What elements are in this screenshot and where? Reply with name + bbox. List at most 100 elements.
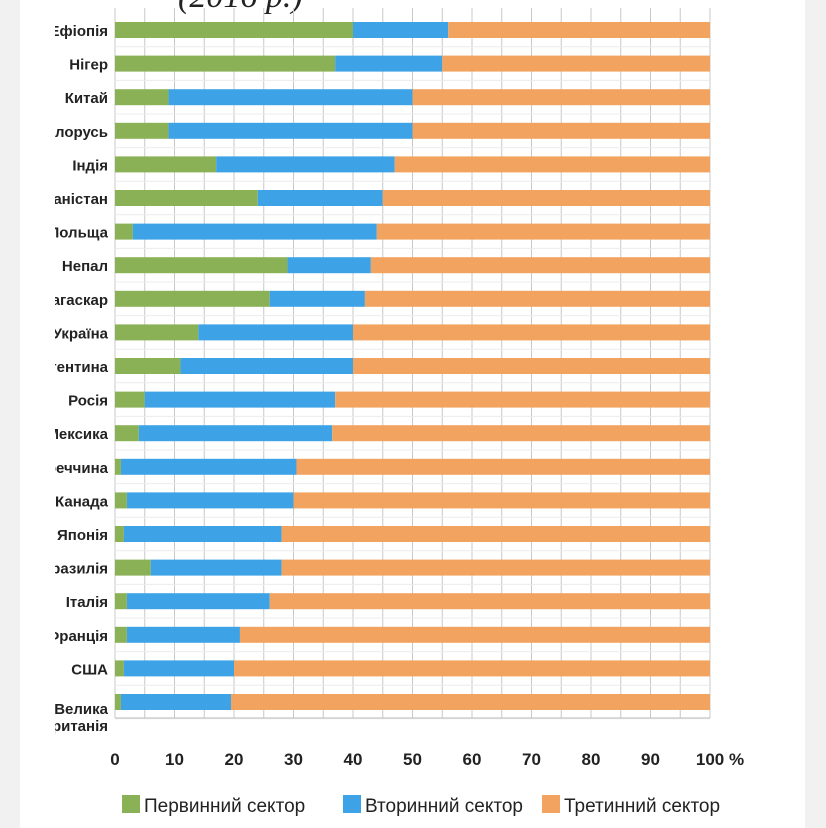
bar-segment-secondary <box>123 526 282 542</box>
bar-segment-tertiary <box>412 89 710 106</box>
category-label: Ефіопія <box>50 23 108 40</box>
bar-segment-primary <box>115 626 127 643</box>
bar-segment-tertiary <box>269 593 710 610</box>
bar-segment-secondary <box>287 257 371 274</box>
x-tick-label: 60 <box>463 750 482 769</box>
bar-segment-tertiary <box>353 324 710 341</box>
bar-segment-secondary <box>257 190 383 206</box>
x-tick-label: 10 <box>165 750 184 769</box>
category-label: Греччина <box>39 460 109 477</box>
stacked-bar-chart: Ефіопія Нігер Китай Білорусь Індія Афганістан… <box>21 8 744 817</box>
bar-segment-secondary <box>335 55 443 72</box>
bar-segment-tertiary <box>353 358 710 374</box>
bar-segment-secondary <box>126 626 240 643</box>
bar-segment-tertiary <box>412 122 710 139</box>
bar-segment-tertiary <box>332 425 710 442</box>
category-label: Бразилія <box>40 561 108 578</box>
bar-segment-secondary <box>168 89 413 106</box>
bar-segment-secondary <box>180 358 353 374</box>
category-label: Індія <box>72 157 108 174</box>
legend-swatch <box>122 795 140 813</box>
bar-segment-primary <box>115 190 258 206</box>
category-label: Італія <box>66 594 108 611</box>
bar-segment-primary <box>115 425 139 442</box>
category-label: Мексика <box>46 426 108 443</box>
bar-segment-primary <box>115 526 124 542</box>
bar-segment-secondary <box>269 290 365 307</box>
bar-segment-primary <box>115 358 181 374</box>
bar-segment-tertiary <box>296 458 710 475</box>
bar-segment-secondary <box>138 425 333 442</box>
x-tick-label: 20 <box>225 750 244 769</box>
bar-segment-primary <box>115 22 353 38</box>
bar-segment-tertiary <box>234 660 710 677</box>
legend-label: Третинний сектор <box>564 796 720 817</box>
bar-segment-primary <box>115 324 199 341</box>
bar-segment-tertiary <box>442 55 710 72</box>
bar-segment-primary <box>115 122 169 139</box>
category-label: Непал <box>62 258 108 275</box>
bar-segment-primary <box>115 223 133 240</box>
category-label: Польща <box>48 225 108 242</box>
bar-segment-secondary <box>216 156 395 173</box>
bar-segment-primary <box>115 89 169 106</box>
bar-segment-tertiary <box>382 190 710 206</box>
bar-segment-tertiary <box>376 223 710 240</box>
x-tick-label: 30 <box>284 750 303 769</box>
category-label: Аргентина <box>30 359 108 376</box>
bar-segment-tertiary <box>239 626 710 643</box>
bar-segment-tertiary <box>281 526 710 542</box>
bar-segment-tertiary <box>281 559 710 576</box>
bar-segment-secondary <box>120 458 297 475</box>
bar-segment-tertiary <box>448 22 710 38</box>
category-label: Китай <box>65 90 108 107</box>
bar-segment-secondary <box>126 492 294 509</box>
bar-segment-primary <box>115 694 121 710</box>
bar-segment-secondary <box>168 122 413 139</box>
category-label: Японія <box>57 527 108 544</box>
bar-segment-primary <box>115 156 217 173</box>
bar-segment-secondary <box>144 391 336 408</box>
category-label: Франція <box>46 628 108 645</box>
x-tick-label: 40 <box>344 750 363 769</box>
bar-segment-tertiary <box>370 257 710 274</box>
x-tick-label: 0 <box>110 750 119 769</box>
bar-segment-primary <box>115 391 145 408</box>
bar-segment-secondary <box>126 593 270 610</box>
bar-segment-primary <box>115 55 336 72</box>
category-label: Мадагаскар <box>21 292 108 309</box>
category-label: Велика Британія <box>41 701 108 735</box>
bar-segment-tertiary <box>394 156 710 173</box>
bar-segment-primary <box>115 559 151 576</box>
bar-segment-secondary <box>120 694 232 710</box>
legend-swatch <box>542 795 560 813</box>
x-tick-label: 100 % <box>696 750 744 769</box>
bar-segment-primary <box>115 290 270 307</box>
bar-segment-secondary <box>132 223 377 240</box>
bar-segment-secondary <box>198 324 353 341</box>
x-tick-label: 70 <box>522 750 541 769</box>
category-label: Росія <box>68 393 108 410</box>
bar-segment-tertiary <box>231 694 710 710</box>
x-tick-label: 50 <box>403 750 422 769</box>
x-tick-label: 80 <box>582 750 601 769</box>
category-label: Україна <box>53 325 109 342</box>
bar-segment-primary <box>115 593 127 610</box>
bar-segment-primary <box>115 458 121 475</box>
bar-segment-tertiary <box>364 290 710 307</box>
chart-panel: (2016 р.) Ефіопія Нігер Китай Білорусь Індія… <box>20 0 805 828</box>
x-tick-label: 90 <box>641 750 660 769</box>
category-label: Нігер <box>69 57 108 74</box>
bar-segment-primary <box>115 660 124 677</box>
legend-label: Первинний сектор <box>144 796 305 817</box>
bar-segment-secondary <box>353 22 449 38</box>
category-label: США <box>71 661 108 678</box>
category-label: Афганістан <box>23 191 108 208</box>
category-label: Канада <box>55 493 109 510</box>
bar-segment-tertiary <box>335 391 710 408</box>
chart-title: (2016 р.) <box>178 0 303 16</box>
category-label: Білорусь <box>40 124 108 141</box>
bar-segment-primary <box>115 492 127 509</box>
legend-label: Вторинний сектор <box>365 796 523 817</box>
bar-segment-secondary <box>123 660 234 677</box>
